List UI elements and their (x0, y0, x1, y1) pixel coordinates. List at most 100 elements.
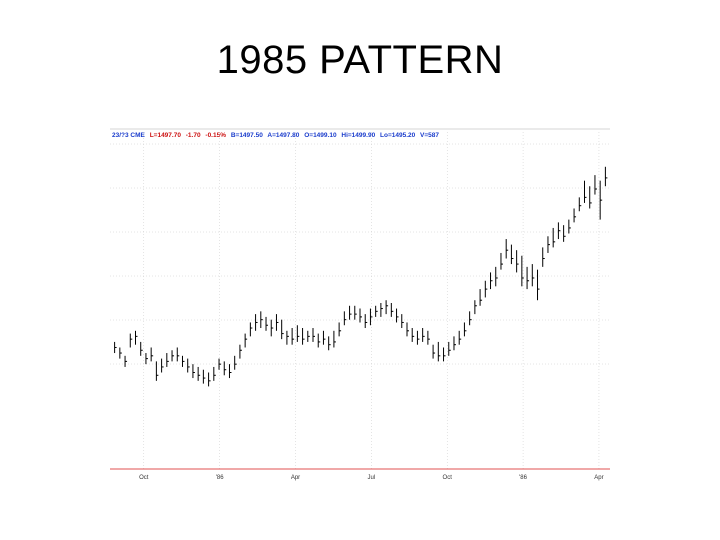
ohlc-bar (427, 330, 430, 345)
ohlc-bar (479, 289, 483, 306)
ohlc-bar (239, 344, 242, 359)
x-tick-label: Oct (139, 475, 149, 481)
slide-title: 1985 PATTERN (216, 38, 504, 82)
ohlc-bar (124, 355, 128, 367)
quote-symbol: 23/?3 CME (112, 132, 146, 139)
ohlc-bar (516, 250, 519, 273)
quote-pct: -0.15% (205, 132, 226, 139)
ohlc-bar (578, 197, 582, 212)
ohlc-bar (134, 330, 138, 345)
ohlc-bar (208, 372, 211, 387)
x-tick-label: Apr (291, 475, 300, 481)
ohlc-bar (416, 330, 420, 345)
ohlc-bar (307, 330, 310, 342)
ohlc-bar (437, 341, 441, 362)
ohlc-bar (181, 355, 185, 367)
ohlc-bar (255, 314, 258, 331)
ohlc-bar (171, 350, 175, 362)
ohlc-bar (369, 308, 373, 326)
ohlc-bar (286, 330, 289, 345)
ohlc-bar (218, 358, 222, 370)
x-tick-label: '86 (216, 475, 224, 481)
x-tick-label: Jul (368, 475, 376, 481)
ohlc-bar (265, 316, 269, 331)
ohlc-bar (223, 361, 227, 376)
price-chart: 23/?3 CME L=1497.70 -1.70 -0.15% B=1497.… (110, 124, 610, 484)
ohlc-bar (557, 222, 561, 240)
ohlc-bar (150, 347, 154, 362)
ohlc-bar (354, 305, 357, 320)
ohlc-bar (432, 344, 436, 359)
ohlc-bar (401, 314, 404, 329)
ohlc-bar (338, 322, 342, 337)
ohlc-bar (458, 330, 462, 345)
ohlc-bar (119, 347, 122, 359)
quote-ask: A=1497.80 (267, 132, 299, 139)
ohlc-bar (411, 328, 415, 342)
ohlc-bar (364, 314, 368, 329)
ohlc-bar (531, 264, 535, 287)
ohlc-bar (474, 300, 477, 315)
ohlc-bar (249, 322, 253, 337)
ohlc-bar (161, 358, 164, 373)
ohlc-bar (505, 239, 509, 259)
ohlc-bar (484, 280, 488, 298)
ohlc-bar (589, 186, 592, 209)
quote-last: L=1497.70 (150, 132, 182, 139)
quote-open: O=1499.10 (304, 132, 337, 139)
ohlc-bar (390, 303, 394, 317)
x-tick-label: Oct (443, 475, 453, 481)
ohlc-bar (604, 166, 608, 187)
ohlc-bar (547, 236, 550, 253)
ohlc-bar (333, 330, 336, 348)
ohlc-bar (380, 303, 383, 317)
ohlc-bar (114, 341, 117, 354)
ohlc-bar (490, 272, 493, 290)
ohlc-bar (375, 305, 378, 317)
ohlc-bar (234, 355, 237, 370)
x-tick-labels: Oct '86 Apr Jul Oct '86 Apr (139, 475, 603, 481)
ohlc-bar (228, 364, 232, 379)
ohlc-bar (343, 311, 347, 326)
ohlc-bar (202, 369, 206, 384)
ohlc-bar (469, 311, 472, 326)
ohlc-bar (129, 333, 133, 348)
quote-change: -1.70 (186, 132, 201, 139)
ohlc-bar (328, 336, 331, 351)
ohlc-bar (552, 227, 556, 248)
ohlc-bar (537, 269, 540, 301)
ohlc-bar (270, 319, 274, 337)
ohlc-bar (260, 311, 263, 329)
ohlc-bar (594, 175, 597, 195)
ohlc-bar (244, 333, 248, 348)
price-chart-svg: 23/?3 CME L=1497.70 -1.70 -0.15% B=1497.… (110, 124, 610, 484)
ohlc-bar (192, 364, 195, 379)
ohlc-bar (155, 361, 159, 381)
ohlc-bar (584, 180, 587, 203)
quote-line: 23/?3 CME L=1497.70 -1.70 -0.15% B=1497.… (112, 132, 439, 139)
ohlc-bar (510, 244, 514, 265)
ohlc-bar (296, 325, 300, 342)
ohlc-bar (448, 341, 451, 356)
ohlc-bar (563, 225, 566, 242)
ohlc-bar (573, 208, 577, 223)
ohlc-bar (166, 353, 169, 367)
ohlc-bar (526, 266, 530, 290)
ohlc-bar (422, 328, 425, 342)
ohlc-bar (568, 219, 571, 234)
ohlc-bar (275, 314, 279, 331)
ohlc-bar (145, 353, 148, 365)
ohlc-bar (385, 300, 389, 315)
bars-layer (114, 166, 608, 387)
quote-volume: V=587 (420, 132, 439, 139)
ohlc-bar (281, 319, 284, 340)
x-tick-label: '86 (519, 475, 527, 481)
ohlc-bar (176, 347, 180, 362)
quote-bid: B=1497.50 (231, 132, 263, 139)
ohlc-bar (140, 341, 143, 356)
quote-low: Lo=1495.20 (380, 132, 416, 139)
ohlc-bar (521, 255, 524, 287)
ohlc-bar (495, 266, 498, 287)
ohlc-bar (500, 252, 503, 270)
ohlc-bar (463, 322, 467, 337)
